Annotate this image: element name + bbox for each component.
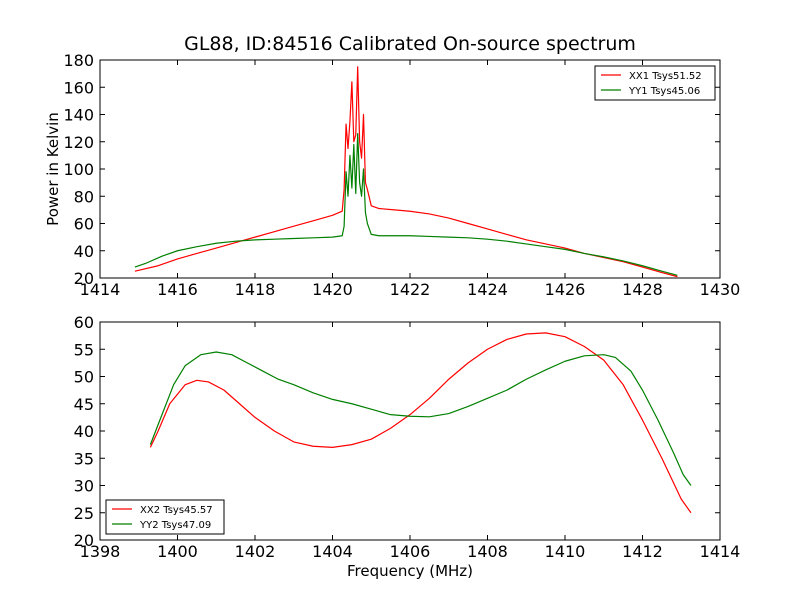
x-tick-label: 1400 <box>157 542 198 561</box>
legend-entry: YY1 Tsys45.06 <box>628 86 700 97</box>
x-tick-label: 1412 <box>622 542 663 561</box>
y-axis-label: Power in Kelvin <box>44 112 62 226</box>
subplot-2: 1398 1400 1402 1404 1406 1408 1410 1412 1414 20 25… <box>74 313 741 580</box>
x-tick-label: 1410 <box>545 542 586 561</box>
y-tick-label: 160 <box>63 78 94 97</box>
y-tick-label: 20 <box>74 269 94 288</box>
legend: XX2 Tsys45.57 YY2 Tsys47.09 <box>105 499 225 535</box>
y-tick-label: 60 <box>74 215 94 234</box>
series-line-2 <box>149 351 692 486</box>
legend-entry: XX2 Tsys45.57 <box>140 505 213 516</box>
legend-box <box>594 65 716 101</box>
y-tick-label: 180 <box>63 51 94 70</box>
series-line-1 <box>134 66 678 278</box>
x-tick-label: 1428 <box>622 280 663 299</box>
x-tick-label: 1426 <box>545 280 586 299</box>
y-tick-label: 55 <box>74 340 94 359</box>
x-tick-label: 1398 <box>80 542 121 561</box>
y-tick-label: 60 <box>74 313 94 332</box>
y-tick-label: 40 <box>74 242 94 261</box>
y-tick-label: 35 <box>74 449 94 468</box>
x-tick-label: 1420 <box>312 280 353 299</box>
legend-entry: XX1 Tsys51.52 <box>629 71 702 82</box>
figure-title: GL88, ID:84516 Calibrated On-source spec… <box>184 33 636 55</box>
x-tick-label: 1430 <box>700 280 741 299</box>
y-tick-label: 40 <box>74 422 94 441</box>
y-tick-label: 50 <box>74 368 94 387</box>
x-tick-label: 1406 <box>390 542 431 561</box>
legend-entry: YY2 Tsys47.09 <box>139 520 211 531</box>
series-line-1 <box>149 332 692 514</box>
y-tick-label: 25 <box>74 504 94 523</box>
x-tick-label: 1414 <box>700 542 741 561</box>
series-line-2 <box>134 132 678 276</box>
y-tick-label: 140 <box>63 106 94 125</box>
y-tick-label: 80 <box>74 187 94 206</box>
x-tick-label: 1408 <box>467 542 508 561</box>
x-tick-label: 1422 <box>390 280 431 299</box>
legend-box <box>105 499 225 535</box>
y-tick-label: 120 <box>63 133 94 152</box>
x-tick-label: 1404 <box>312 542 353 561</box>
legend: XX1 Tsys51.52 YY1 Tsys45.06 <box>594 65 716 101</box>
x-axis-label: Frequency (MHz) <box>347 562 473 580</box>
y-tick-label: 45 <box>74 395 94 414</box>
y-tick-label: 20 <box>74 531 94 550</box>
x-tick-label: 1424 <box>467 280 508 299</box>
x-tick-label: 1416 <box>157 280 198 299</box>
x-tick-label: 1402 <box>235 542 276 561</box>
y-tick-label: 100 <box>63 160 94 179</box>
x-tick-label: 1418 <box>235 280 276 299</box>
x-tick-label: 1414 <box>80 280 121 299</box>
y-tick-label: 30 <box>74 477 94 496</box>
subplot-1: 1414 1416 1418 1420 1422 1424 1426 1428 1430 20 40… <box>44 51 740 299</box>
